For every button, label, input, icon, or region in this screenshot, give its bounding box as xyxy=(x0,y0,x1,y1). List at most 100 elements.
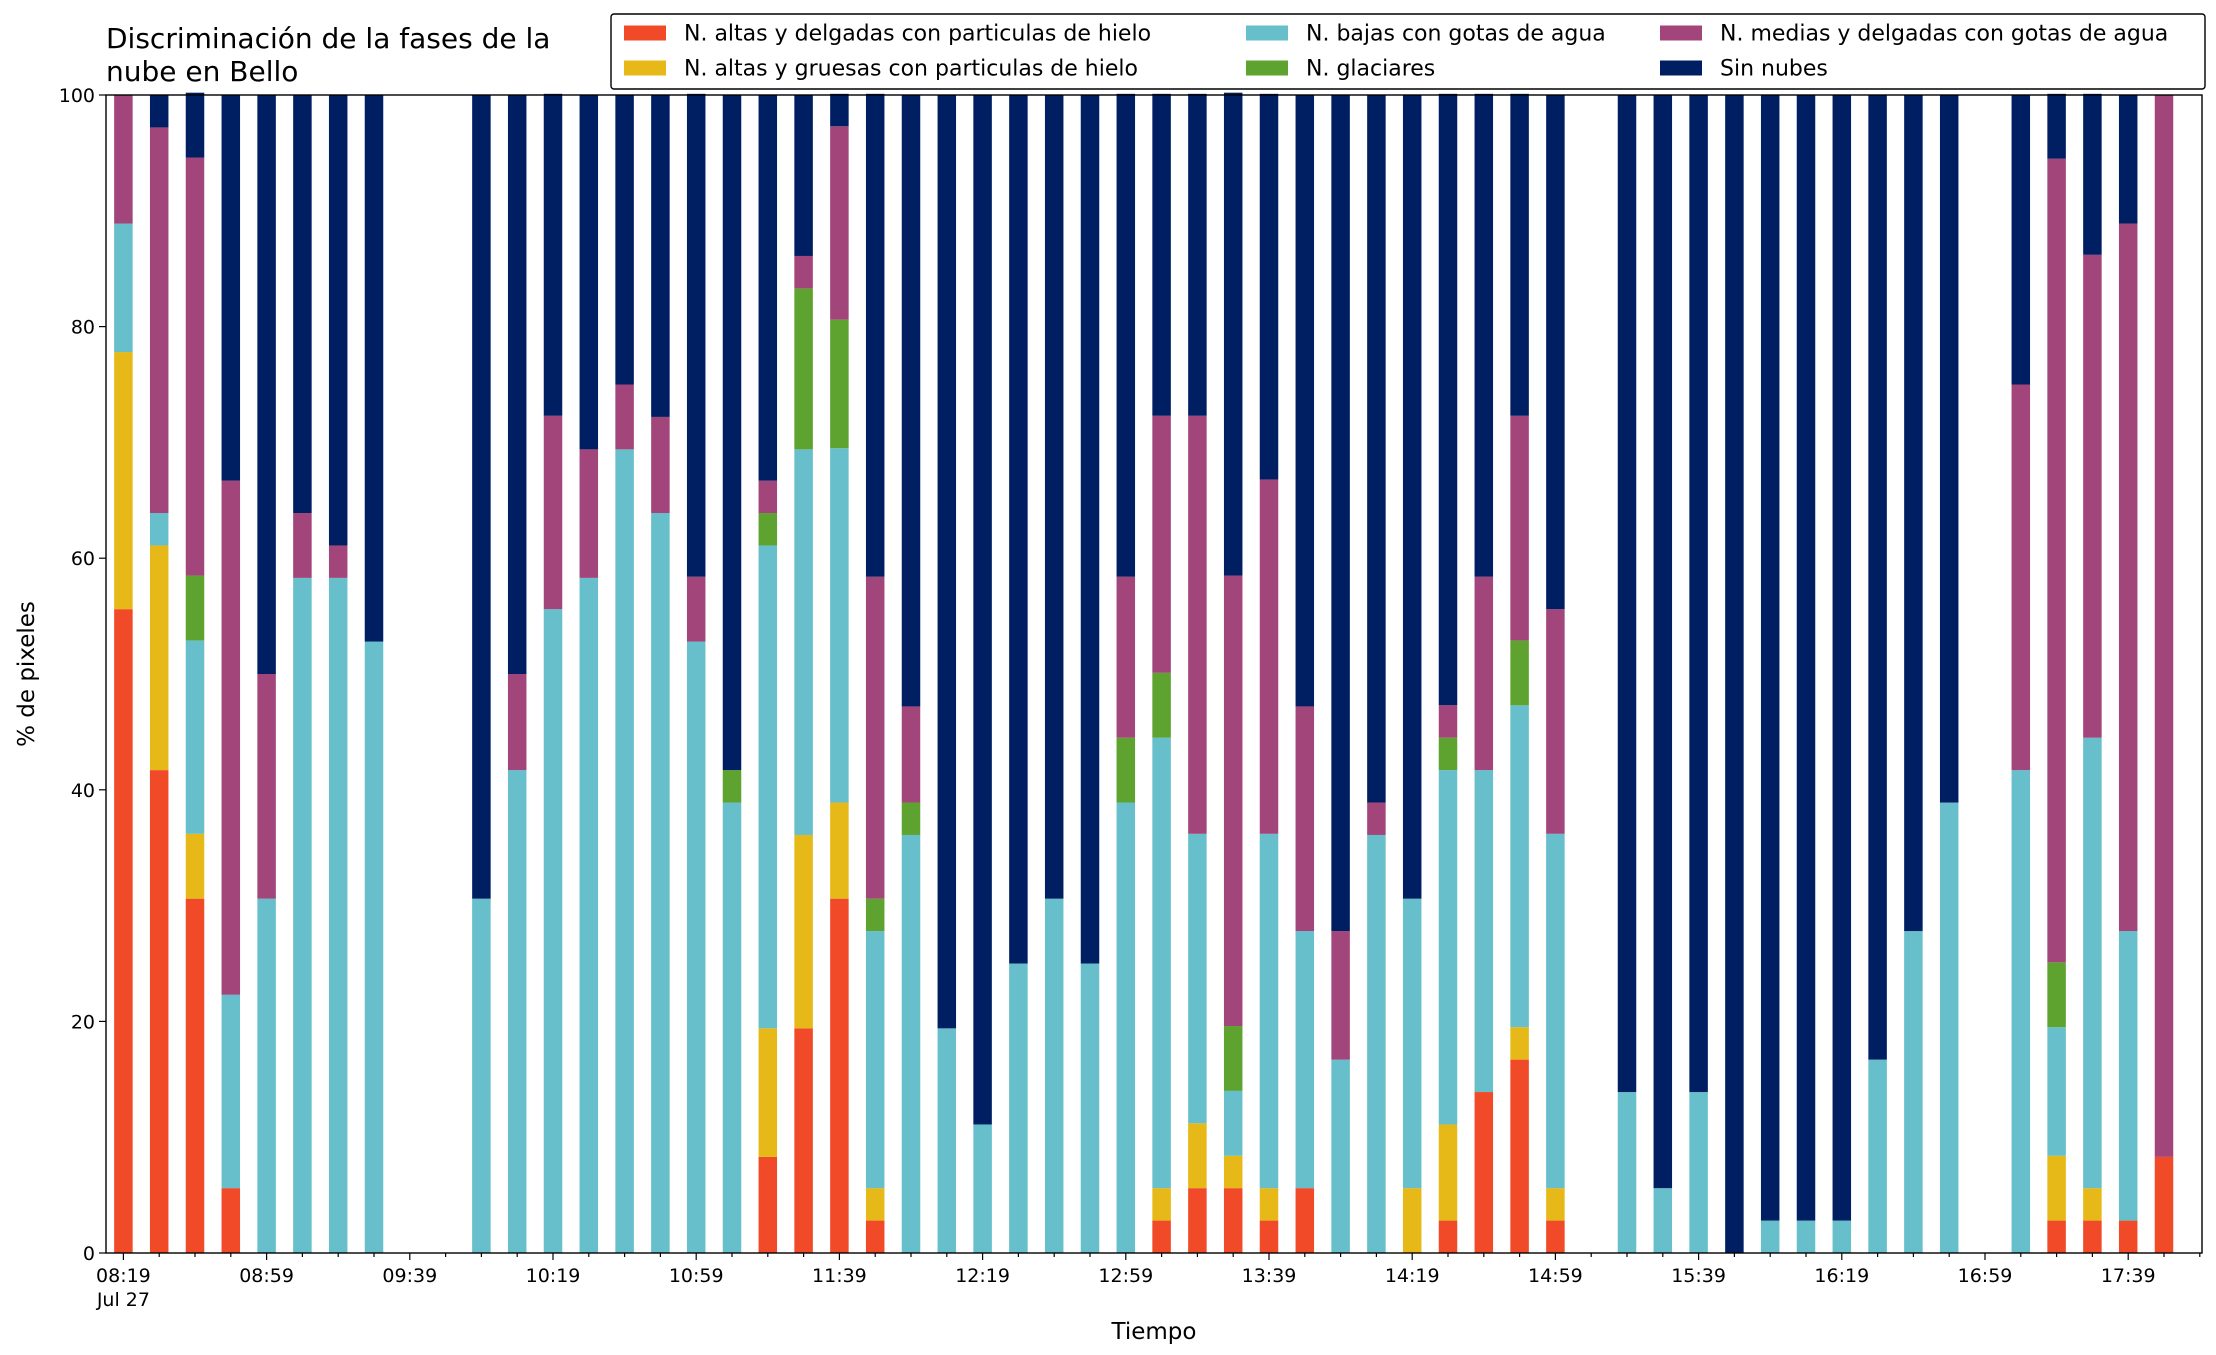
x-tick-label: 10:59 xyxy=(669,1265,724,1287)
legend-label: N. medias y delgadas con gotas de agua xyxy=(1720,22,2168,47)
y-tick-label: 40 xyxy=(71,780,95,802)
bar-segment xyxy=(615,449,634,1253)
bar-segment xyxy=(1188,93,1207,416)
chart-title: Discriminación de la fases de la nube en… xyxy=(106,22,551,88)
bar-segment xyxy=(2118,1220,2138,1253)
bar-segment xyxy=(579,449,599,578)
bar-segment xyxy=(1295,1188,1315,1253)
bar-segment xyxy=(364,95,384,642)
bar-segment xyxy=(1438,737,1458,771)
bar-segment xyxy=(257,898,276,1253)
bar-segment xyxy=(794,449,813,835)
bar-segment xyxy=(149,513,169,546)
bar-segment xyxy=(1474,1092,1494,1253)
bar-segment xyxy=(149,545,169,771)
bar-segment xyxy=(1295,931,1315,1189)
bar-segment xyxy=(758,95,778,481)
bar-segment xyxy=(1116,802,1136,1253)
legend-swatch xyxy=(624,60,666,76)
bar-segment xyxy=(865,898,885,932)
y-tick-label: 20 xyxy=(71,1011,95,1033)
bar-segment xyxy=(1438,770,1458,1125)
bar-segment xyxy=(1295,95,1315,707)
bar-segment xyxy=(2047,1220,2066,1253)
bar-segment xyxy=(1223,1026,1243,1091)
bar-segment xyxy=(328,577,348,1253)
bar-segment xyxy=(1868,95,1887,1060)
bar-segment xyxy=(686,93,706,577)
bar-segment xyxy=(1904,95,1923,932)
bar-segment xyxy=(1331,1059,1350,1253)
bar-segment xyxy=(185,575,205,641)
bar-segment xyxy=(2083,254,2102,738)
bar-segment xyxy=(615,384,634,450)
bar-segment xyxy=(1367,95,1386,803)
bar-segment xyxy=(2047,1155,2066,1221)
legend-swatch xyxy=(624,25,666,41)
bar-segment xyxy=(1152,1188,1171,1221)
x-tick-label: 12:59 xyxy=(1098,1265,1153,1287)
bar-segment xyxy=(1546,833,1565,1189)
bar-segment xyxy=(901,802,921,835)
bar-segment xyxy=(507,674,527,771)
bar-segment xyxy=(114,352,133,610)
bar-segment xyxy=(1725,95,1744,1253)
bar-segment xyxy=(937,1028,957,1253)
bar-segment xyxy=(1760,95,1780,1221)
bar-segment xyxy=(1438,1124,1458,1221)
bar-segment xyxy=(1259,833,1279,1189)
bar-segment xyxy=(1904,931,1923,1253)
bar-segment xyxy=(2118,95,2138,224)
bar-segment xyxy=(2083,737,2102,1189)
bar-segment xyxy=(2047,93,2066,159)
bar-segment xyxy=(1044,898,1064,1253)
bar-segment xyxy=(1474,576,1494,771)
bar-segment xyxy=(1188,833,1207,1124)
bar-segment xyxy=(2154,95,2174,1157)
bar-segment xyxy=(1223,92,1243,576)
bar-segment xyxy=(758,545,778,1029)
bar-segment xyxy=(2047,962,2066,1028)
bar-segment xyxy=(185,640,205,834)
bar-segment xyxy=(221,994,241,1189)
bar-segment xyxy=(1438,705,1458,738)
legend-label: Sin nubes xyxy=(1720,57,1828,82)
x-tick-label: 16:59 xyxy=(1958,1265,2013,1287)
bar-segment xyxy=(114,223,133,353)
bar-segment xyxy=(507,770,527,1253)
bar-segment xyxy=(830,319,849,449)
y-tick-label: 60 xyxy=(71,548,95,570)
bar-segment xyxy=(1152,93,1171,416)
bar-segment xyxy=(1402,95,1422,899)
bar-segment xyxy=(1546,1188,1565,1221)
bar-segment xyxy=(1689,95,1708,1093)
bar-segment xyxy=(2083,1188,2102,1221)
bar-segment xyxy=(1546,95,1565,610)
bar-segment xyxy=(1259,1188,1279,1221)
bar-segment xyxy=(758,1156,778,1253)
bar-segment xyxy=(1152,737,1171,1189)
x-tick-label: 14:59 xyxy=(1528,1265,1583,1287)
bar-segment xyxy=(1367,834,1386,1253)
bar-segment xyxy=(794,288,813,450)
bar-segment xyxy=(1474,93,1494,577)
bar-segment xyxy=(1009,963,1028,1253)
bar-segment xyxy=(651,416,670,514)
bar-segment xyxy=(293,95,312,514)
bar-segment xyxy=(579,577,599,1253)
bar-segment xyxy=(865,931,885,1189)
bar-segment xyxy=(1617,1092,1637,1253)
bar-segment xyxy=(830,93,849,127)
bar-segment xyxy=(1223,1188,1243,1253)
bar-segment xyxy=(830,898,849,1253)
bar-segment xyxy=(1474,770,1494,1093)
bar-segment xyxy=(1152,672,1171,738)
bar-segment xyxy=(901,706,921,803)
bar-segment xyxy=(328,545,348,578)
x-tick-label: 09:39 xyxy=(382,1265,437,1287)
x-tick-label: 16:19 xyxy=(1814,1265,1869,1287)
bar-segment xyxy=(1939,95,1959,803)
bar-segment xyxy=(185,92,205,158)
bar-segment xyxy=(1653,95,1673,1189)
